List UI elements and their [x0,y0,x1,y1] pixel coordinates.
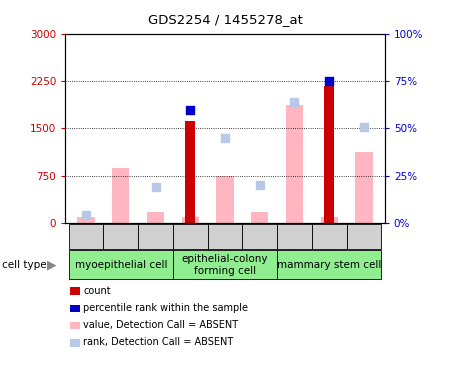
Text: count: count [83,286,111,296]
FancyBboxPatch shape [69,250,173,279]
Point [291,99,298,105]
FancyBboxPatch shape [277,224,312,249]
Bar [355,152,373,223]
FancyBboxPatch shape [346,224,381,249]
Bar [320,217,338,223]
Bar [251,212,268,223]
Text: GDS2254 / 1455278_at: GDS2254 / 1455278_at [148,13,302,26]
FancyBboxPatch shape [138,224,173,249]
FancyBboxPatch shape [173,250,277,279]
FancyBboxPatch shape [243,224,277,249]
Point [221,135,229,141]
FancyBboxPatch shape [207,224,243,249]
FancyBboxPatch shape [312,224,346,249]
Bar [147,212,164,223]
FancyBboxPatch shape [277,250,381,279]
Text: percentile rank within the sample: percentile rank within the sample [83,303,248,313]
Text: mammary stem cell: mammary stem cell [277,260,381,270]
Text: epithelial-colony
forming cell: epithelial-colony forming cell [182,254,268,276]
Text: myoepithelial cell: myoepithelial cell [75,260,167,270]
Bar [185,120,195,223]
FancyBboxPatch shape [69,224,104,249]
Text: value, Detection Call = ABSENT: value, Detection Call = ABSENT [83,320,238,330]
Point [326,78,333,84]
Text: ▶: ▶ [47,258,56,271]
Point [360,124,368,130]
Point [152,184,159,190]
Bar [286,105,303,223]
Bar [112,168,130,223]
FancyBboxPatch shape [104,224,138,249]
Text: cell type: cell type [2,260,47,270]
Bar [216,176,234,223]
Text: rank, Detection Call = ABSENT: rank, Detection Call = ABSENT [83,338,234,347]
Point [256,182,263,188]
Point [82,212,90,218]
Bar [182,217,199,223]
Bar [77,217,95,223]
FancyBboxPatch shape [173,224,207,249]
Bar [324,86,334,223]
Point [187,106,194,112]
